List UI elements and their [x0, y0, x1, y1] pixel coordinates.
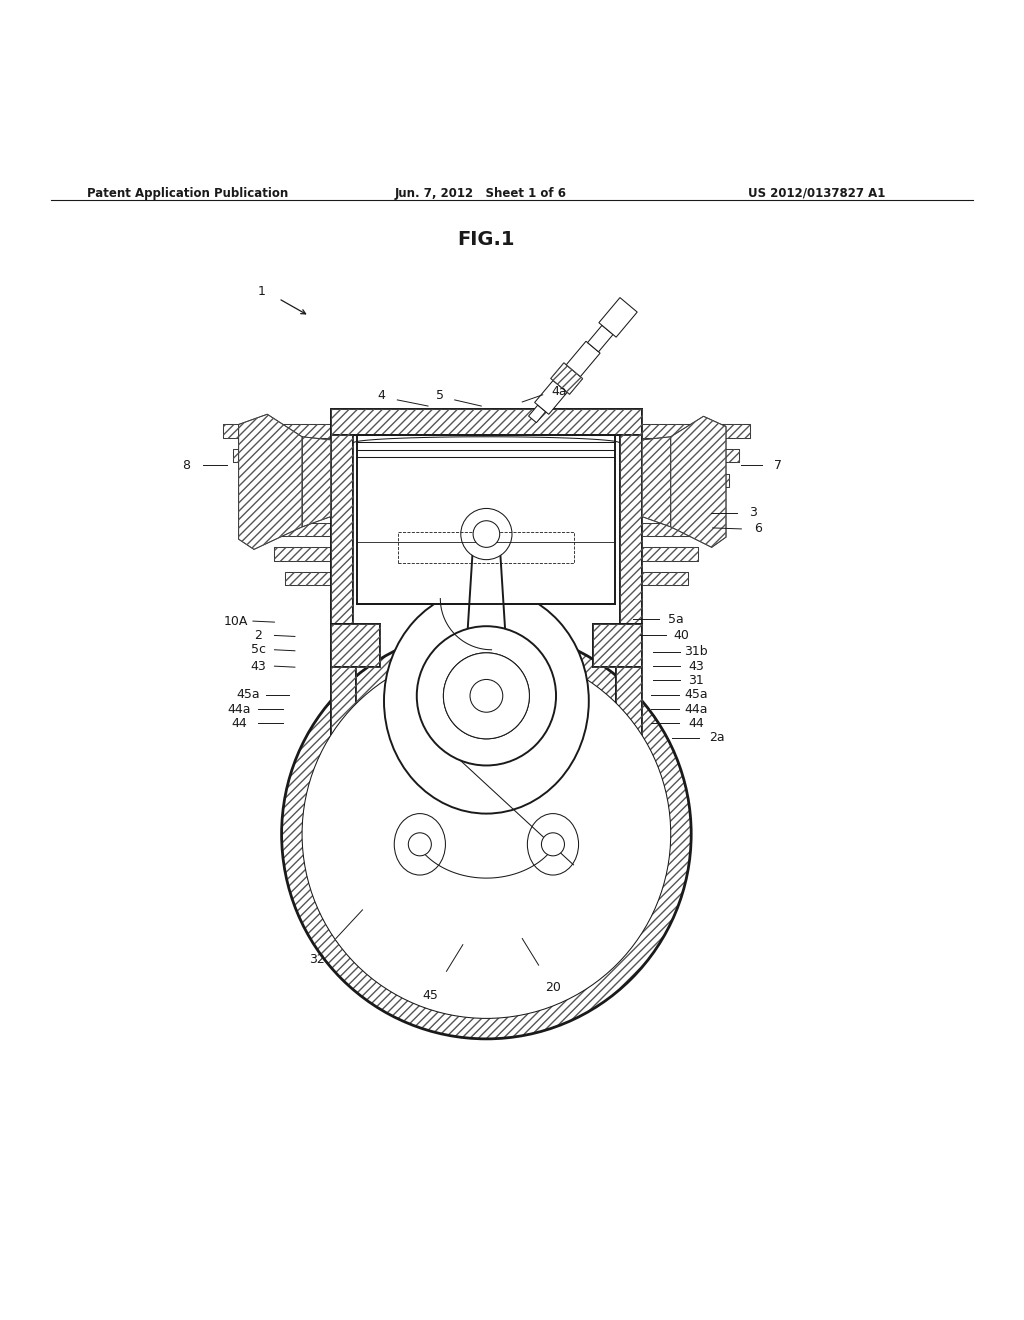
- Bar: [233, 449, 331, 462]
- Bar: [244, 474, 331, 487]
- Text: FIG.1: FIG.1: [458, 230, 515, 249]
- Text: 31: 31: [688, 675, 705, 686]
- Bar: [285, 572, 331, 585]
- Text: 44: 44: [231, 717, 248, 730]
- Text: 1: 1: [257, 285, 265, 298]
- Bar: [642, 474, 729, 487]
- Text: 2: 2: [254, 628, 262, 642]
- Text: US 2012/0137827 A1: US 2012/0137827 A1: [748, 187, 885, 199]
- Text: 10A: 10A: [223, 615, 248, 627]
- Circle shape: [542, 833, 564, 855]
- Bar: [254, 498, 331, 512]
- Ellipse shape: [384, 589, 589, 813]
- Text: 5: 5: [436, 389, 444, 403]
- Polygon shape: [302, 437, 331, 527]
- Text: 44a: 44a: [228, 702, 251, 715]
- Bar: [642, 523, 709, 536]
- Bar: [357, 434, 615, 603]
- Bar: [331, 667, 356, 834]
- Text: 43: 43: [688, 660, 705, 673]
- Text: 20: 20: [545, 981, 561, 994]
- Bar: [244, 474, 331, 487]
- Bar: [642, 425, 750, 438]
- Bar: [616, 667, 642, 834]
- Polygon shape: [465, 544, 508, 671]
- Polygon shape: [528, 405, 546, 422]
- Text: 4a: 4a: [551, 385, 567, 399]
- Text: 40: 40: [673, 628, 689, 642]
- Bar: [331, 667, 356, 834]
- Bar: [331, 434, 353, 624]
- Bar: [233, 449, 331, 462]
- Bar: [331, 624, 380, 667]
- Text: Jun. 7, 2012   Sheet 1 of 6: Jun. 7, 2012 Sheet 1 of 6: [394, 187, 566, 199]
- Bar: [620, 434, 642, 624]
- Bar: [642, 572, 688, 585]
- Bar: [642, 523, 709, 536]
- Polygon shape: [671, 416, 726, 548]
- Text: Patent Application Publication: Patent Application Publication: [87, 187, 289, 199]
- Text: 45a: 45a: [684, 688, 709, 701]
- Text: 8: 8: [182, 459, 190, 473]
- Bar: [642, 449, 739, 462]
- Text: 4: 4: [377, 389, 385, 403]
- Circle shape: [417, 626, 556, 766]
- Bar: [593, 624, 642, 667]
- Ellipse shape: [527, 813, 579, 875]
- Bar: [642, 548, 698, 561]
- Circle shape: [443, 653, 529, 739]
- Bar: [331, 434, 353, 624]
- Bar: [274, 548, 331, 561]
- Bar: [642, 498, 719, 512]
- Text: 6: 6: [754, 523, 762, 536]
- Polygon shape: [535, 380, 567, 414]
- Bar: [642, 498, 719, 512]
- Polygon shape: [599, 297, 637, 337]
- Circle shape: [470, 680, 503, 713]
- Bar: [616, 667, 642, 834]
- Bar: [223, 425, 331, 438]
- Bar: [593, 624, 642, 667]
- Polygon shape: [551, 363, 583, 395]
- Polygon shape: [239, 414, 302, 549]
- Polygon shape: [642, 437, 671, 527]
- Bar: [642, 548, 698, 561]
- Bar: [642, 572, 688, 585]
- Text: 43: 43: [250, 660, 266, 673]
- Bar: [285, 572, 331, 585]
- Bar: [331, 409, 642, 434]
- Text: 45a: 45a: [236, 688, 260, 701]
- Text: 7: 7: [774, 459, 782, 473]
- Text: 3: 3: [749, 506, 757, 519]
- Ellipse shape: [394, 813, 445, 875]
- Polygon shape: [588, 325, 613, 352]
- Text: 2a: 2a: [709, 731, 725, 744]
- Bar: [331, 624, 380, 667]
- Bar: [254, 498, 331, 512]
- Text: 32: 32: [309, 953, 326, 965]
- Text: 44a: 44a: [685, 702, 708, 715]
- Bar: [398, 532, 574, 562]
- Bar: [264, 523, 331, 536]
- Text: 5c: 5c: [251, 643, 265, 656]
- Bar: [642, 425, 750, 438]
- Text: 31b: 31b: [684, 645, 709, 659]
- Bar: [620, 434, 642, 624]
- Polygon shape: [566, 342, 600, 376]
- Bar: [223, 425, 331, 438]
- Circle shape: [461, 508, 512, 560]
- Bar: [642, 449, 739, 462]
- Circle shape: [473, 520, 500, 548]
- Bar: [274, 548, 331, 561]
- Bar: [264, 523, 331, 536]
- Text: 44: 44: [688, 717, 705, 730]
- Bar: [642, 474, 729, 487]
- Text: 5a: 5a: [668, 612, 684, 626]
- Text: 45: 45: [422, 990, 438, 1002]
- Bar: [331, 409, 642, 434]
- Circle shape: [409, 833, 431, 855]
- Circle shape: [302, 649, 671, 1019]
